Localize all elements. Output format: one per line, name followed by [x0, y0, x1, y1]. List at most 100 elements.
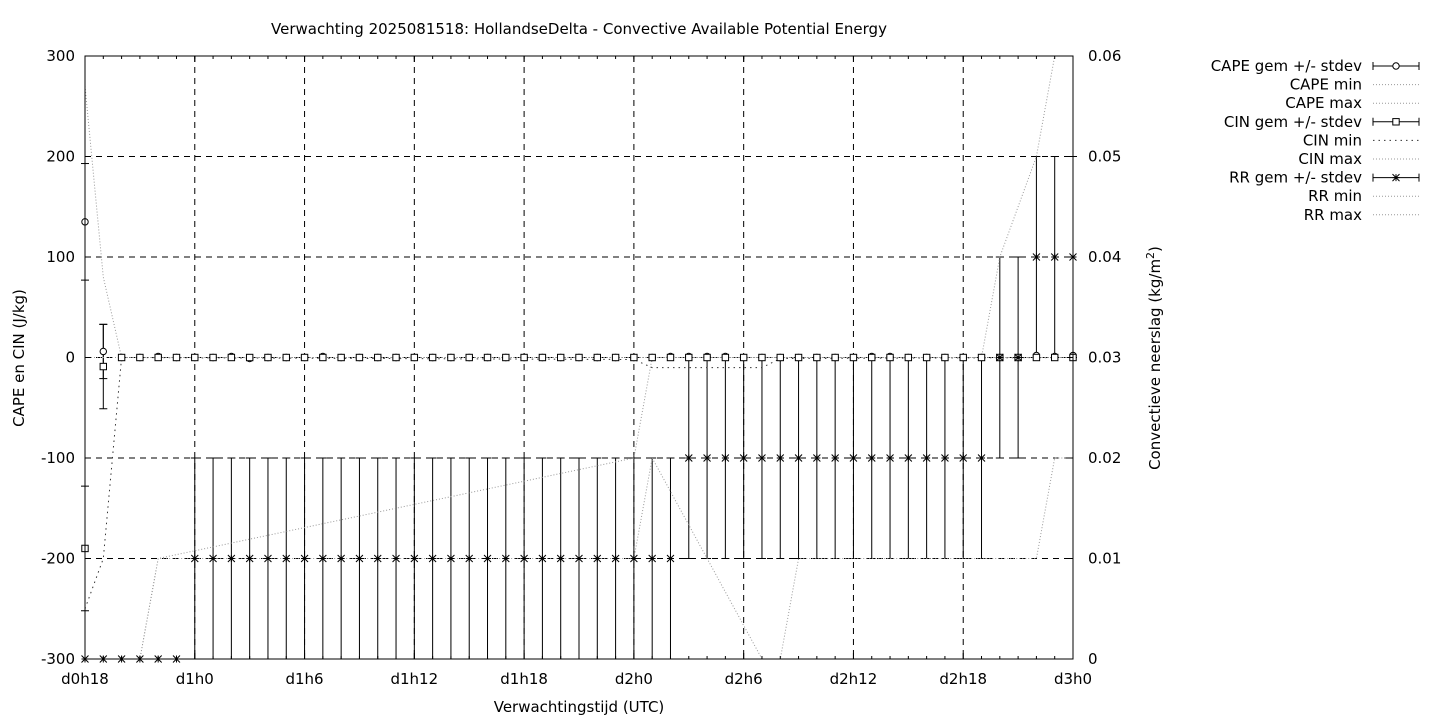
- rr-gem-stdev-point: [886, 454, 894, 462]
- markers: [81, 218, 1077, 663]
- cin-gem-stdev-point: [227, 353, 236, 362]
- cin-gem-stdev-point: [813, 353, 821, 362]
- cin-gem-stdev-point: [666, 353, 675, 362]
- y2-tick-label: 0.01: [1088, 550, 1121, 568]
- rr-gem-stdev-point: [995, 353, 1004, 362]
- rr-gem-stdev-point: [739, 454, 748, 462]
- rr-gem-stdev-point: [941, 454, 949, 462]
- rr-gem-stdev-point: [428, 554, 437, 563]
- rr-gem-stdev-point: [630, 554, 638, 563]
- x-tick-label: d0h18: [61, 670, 109, 688]
- y-tick-label: 300: [46, 47, 75, 65]
- rr-gem-stdev-point: [611, 554, 620, 563]
- x-axis-label: Verwachtingstijd (UTC): [494, 698, 665, 716]
- y2-axis-label-end: ): [1146, 246, 1164, 252]
- y-tick-label: -200: [41, 550, 75, 568]
- rr-gem-stdev-point: [520, 554, 528, 563]
- cin-gem-stdev-point: [392, 353, 400, 362]
- legend-marker-cin-gem-stdev: [1392, 118, 1400, 126]
- legend-label-cin-gem-stdev: CIN gem +/- stdev: [1224, 113, 1362, 131]
- legend-marker-cape-gem-stdev: [1392, 62, 1400, 70]
- cin-gem-stdev-point: [191, 353, 199, 362]
- x-tick-label: d1h6: [285, 670, 323, 688]
- rr-gem-stdev-point: [392, 554, 400, 563]
- rr-gem-stdev-point: [483, 554, 492, 563]
- cin-gem-stdev-point: [593, 353, 601, 362]
- cin-gem-stdev-point: [1032, 353, 1041, 362]
- cin-gem-stdev-point: [465, 353, 473, 362]
- cin-gem-stdev-point: [282, 353, 290, 362]
- cin-gem-stdev-point: [447, 353, 455, 362]
- cin-gem-stdev-point: [849, 353, 858, 362]
- cin-gem-stdev-point: [410, 353, 419, 362]
- cin-gem-stdev-point: [538, 353, 547, 362]
- cin-gem-stdev-point: [209, 353, 217, 362]
- rr-gem-stdev-point: [264, 554, 272, 563]
- cin-gem-stdev-point: [703, 353, 711, 362]
- y2-tick-label: 0.04: [1088, 248, 1121, 266]
- legend-label-cape-max: CAPE max: [1285, 94, 1362, 112]
- rr-gem-stdev-point: [794, 454, 803, 462]
- cin-gem-stdev-point: [520, 353, 528, 362]
- cin-gem-stdev-point: [831, 353, 839, 362]
- legend-label-cin-max: CIN max: [1298, 150, 1362, 168]
- x-tick-label: d1h0: [176, 670, 214, 688]
- x-tick-label: d2h12: [830, 670, 878, 688]
- rr-gem-stdev-point: [776, 454, 785, 462]
- cin-gem-stdev-point: [868, 353, 876, 362]
- cin-gem-stdev-point: [794, 353, 803, 362]
- cin-gem-stdev-point: [630, 353, 638, 362]
- x-tick-label: d2h18: [939, 670, 987, 688]
- rr-gem-stdev-point: [867, 454, 876, 462]
- x-tick-label: d2h6: [725, 670, 763, 688]
- rr-gem-stdev-point: [703, 454, 711, 462]
- cin-gem-stdev-point: [264, 353, 272, 362]
- legend-label-cape-min: CAPE min: [1290, 76, 1362, 94]
- cin-gem-stdev-point: [99, 362, 107, 371]
- cin-gem-stdev-point: [319, 353, 327, 362]
- rr-gem-stdev-point: [666, 554, 675, 563]
- rr-gem-stdev-point: [538, 554, 547, 563]
- legend-label-rr-gem-stdev: RR gem +/- stdev: [1229, 169, 1362, 187]
- rr-gem-stdev-point: [758, 454, 766, 462]
- y-axis-label: CAPE en CIN (J/kg): [10, 289, 28, 427]
- cin-gem-stdev-point: [557, 353, 565, 362]
- y2-tick-label: 0.05: [1088, 148, 1121, 166]
- cin-gem-stdev-point: [959, 353, 967, 362]
- cin-gem-stdev-point: [886, 353, 894, 362]
- y-tick-label: 0: [65, 349, 75, 367]
- rr-gem-stdev-point: [904, 454, 913, 462]
- cin-gem-stdev-point: [977, 353, 986, 362]
- y-tick-label: 100: [46, 248, 75, 266]
- cape-gem-stdev-point: [99, 347, 107, 356]
- y2-tick-label: 0.02: [1088, 449, 1121, 467]
- legend-label-cin-min: CIN min: [1303, 131, 1362, 149]
- rr-max-line: [85, 55, 1056, 660]
- cin-gem-stdev-point: [428, 353, 437, 362]
- rr-gem-stdev-point: [300, 554, 309, 563]
- rr-gem-stdev-point: [1014, 353, 1022, 362]
- cin-gem-stdev-point: [941, 353, 949, 362]
- y-tick-label: -300: [41, 650, 75, 668]
- rr-gem-stdev-point: [556, 554, 565, 563]
- cin-gem-stdev-point: [154, 353, 162, 362]
- rr-gem-stdev-point: [648, 554, 657, 563]
- legend-label-rr-min: RR min: [1308, 187, 1362, 205]
- cin-gem-stdev-point: [1051, 353, 1059, 362]
- rr-gem-stdev-point: [575, 554, 583, 563]
- rr-gem-stdev-point: [831, 454, 840, 462]
- cin-gem-stdev-point: [300, 353, 309, 362]
- ticks: d0h18 d1h0 d1h6 d1h12 d1h18 d2h0 d2h6 d2h12 d2h1…: [41, 47, 1121, 688]
- y2-tick-label: 0.03: [1088, 349, 1121, 367]
- cin-gem-stdev-point: [611, 353, 620, 362]
- x-tick-label: d1h18: [500, 670, 548, 688]
- y2-axis-label: Convectieve neerslag (kg/m2): [1144, 246, 1164, 470]
- cin-gem-stdev-point: [648, 353, 656, 362]
- rr-gem-stdev-point: [812, 454, 821, 462]
- chart-title: Verwachting 2025081518: HollandseDelta -…: [271, 20, 887, 38]
- y2-axis-label-main: Convectieve neerslag (kg/m: [1146, 259, 1164, 470]
- cin-gem-stdev-point: [685, 353, 693, 362]
- cin-gem-stdev-point: [758, 353, 766, 362]
